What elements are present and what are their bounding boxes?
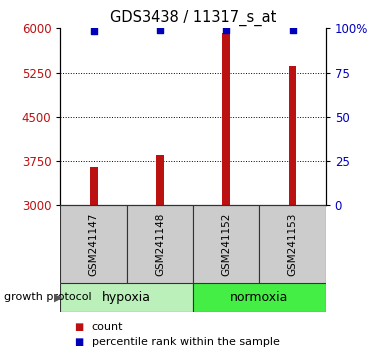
- Text: normoxia: normoxia: [230, 291, 289, 304]
- Bar: [193, 283, 326, 312]
- Point: [157, 28, 163, 33]
- Text: ■: ■: [74, 322, 83, 332]
- Text: ■: ■: [74, 337, 83, 347]
- Bar: [60, 205, 127, 283]
- Point: [289, 28, 296, 33]
- Text: hypoxia: hypoxia: [102, 291, 151, 304]
- Bar: [193, 205, 259, 283]
- Text: ▶: ▶: [53, 292, 62, 302]
- Bar: [156, 155, 164, 205]
- Text: count: count: [92, 322, 123, 332]
- Bar: [127, 205, 193, 283]
- Bar: [289, 66, 296, 205]
- Point: [223, 27, 229, 33]
- Bar: [222, 33, 230, 205]
- Text: GSM241147: GSM241147: [89, 212, 99, 276]
- Text: percentile rank within the sample: percentile rank within the sample: [92, 337, 280, 347]
- Text: GSM241153: GSM241153: [287, 212, 298, 276]
- Point: [90, 28, 97, 34]
- Bar: [60, 283, 193, 312]
- Title: GDS3438 / 11317_s_at: GDS3438 / 11317_s_at: [110, 9, 276, 25]
- Bar: [90, 167, 98, 205]
- Text: GSM241152: GSM241152: [221, 212, 231, 276]
- Text: growth protocol: growth protocol: [4, 292, 92, 302]
- Text: GSM241148: GSM241148: [155, 212, 165, 276]
- Bar: [259, 205, 326, 283]
